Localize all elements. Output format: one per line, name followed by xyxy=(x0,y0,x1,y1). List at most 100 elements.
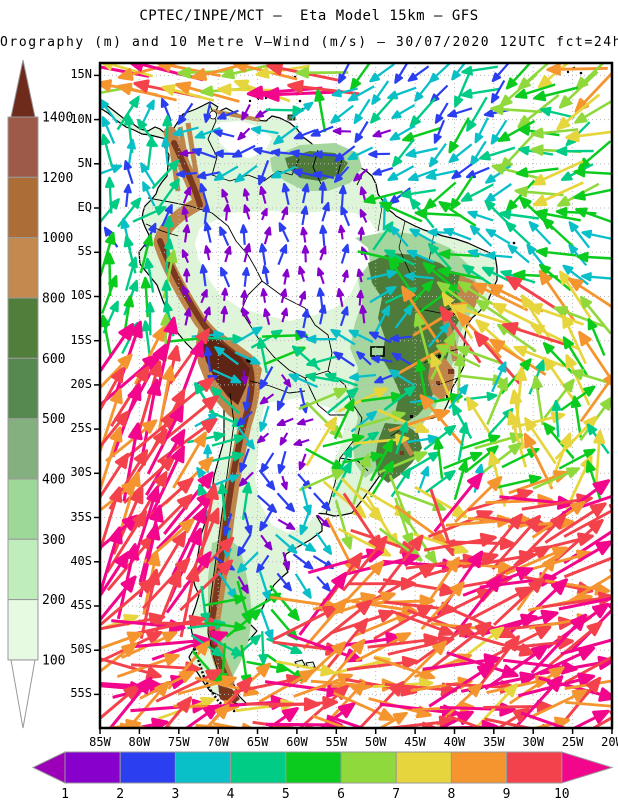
wind-arrow xyxy=(559,270,592,319)
elevation-segment xyxy=(7,599,39,661)
elevation-above-max-arrow xyxy=(10,59,36,118)
wind-arrow xyxy=(326,714,367,728)
wind-arrow xyxy=(389,334,412,343)
wind-arrow xyxy=(485,251,513,260)
wind-arrow xyxy=(211,434,246,447)
wind-arrow xyxy=(199,183,208,205)
wind-arrow xyxy=(111,383,142,458)
wind-arrow xyxy=(262,87,342,102)
wind-arrow xyxy=(565,701,612,713)
wind-arrow xyxy=(542,342,574,374)
wind-arrow xyxy=(394,63,409,84)
wind-arrow xyxy=(384,249,416,266)
wind-arrow xyxy=(570,395,582,438)
wind-arrow xyxy=(453,459,469,500)
wind-arrow xyxy=(237,426,255,450)
wind-arrow xyxy=(438,200,477,227)
wind-arrow xyxy=(141,320,152,357)
wind-arrow xyxy=(312,171,335,180)
wind-arrow xyxy=(100,642,138,674)
wind-arrow xyxy=(332,127,352,135)
wind-arrow xyxy=(263,226,272,245)
wind-arrow xyxy=(232,144,256,158)
lat-label: 40S xyxy=(70,553,92,568)
wind-arrow xyxy=(568,221,591,249)
wind-arrow xyxy=(446,536,516,551)
wind-arrow xyxy=(276,572,292,592)
wind-arrow xyxy=(449,175,474,211)
wind-arrow xyxy=(200,288,208,304)
wind-arrow xyxy=(355,632,412,663)
wind-arrow xyxy=(490,103,543,116)
wind-arrow xyxy=(117,82,177,102)
wind-arrow xyxy=(217,482,228,521)
wind-arrow xyxy=(387,165,415,182)
wind-arrow xyxy=(242,188,250,202)
wind-tick-label: 1 xyxy=(61,787,69,800)
wind-arrow xyxy=(361,391,404,403)
wind-arrow xyxy=(313,492,331,512)
wind-arrow xyxy=(451,163,473,180)
lon-label: 60W xyxy=(286,735,308,749)
wind-arrow xyxy=(368,331,392,344)
wind-arrow xyxy=(314,89,327,133)
wind-arrow xyxy=(223,203,231,221)
wind-arrow xyxy=(236,410,253,427)
wind-arrow xyxy=(236,534,252,557)
wind-arrow xyxy=(405,147,438,158)
wind-arrow xyxy=(300,205,309,226)
wind-arrow xyxy=(305,372,340,383)
wind-arrow xyxy=(544,502,607,544)
wind-arrow xyxy=(196,171,221,180)
wind-arrow xyxy=(514,83,556,99)
wind-arrow xyxy=(280,288,288,304)
wind-arrow xyxy=(406,249,435,264)
wind-arrow xyxy=(293,128,317,140)
wind-arrow xyxy=(389,124,416,141)
wind-arrow xyxy=(331,87,358,98)
wind-arrow xyxy=(281,182,290,206)
wind-arrow xyxy=(581,229,612,240)
wind-arrow xyxy=(157,178,180,210)
wind-arrow xyxy=(407,65,430,82)
wind-arrow xyxy=(263,308,271,325)
wind-arrow xyxy=(543,422,575,460)
wind-arrow xyxy=(350,63,372,91)
wind-arrow xyxy=(551,399,562,438)
wind-arrow xyxy=(372,129,392,138)
wind-arrow xyxy=(258,469,276,491)
wind-arrow xyxy=(434,102,449,124)
wind-arrow xyxy=(298,453,307,471)
wind-arrow xyxy=(258,631,268,665)
wind-arrow xyxy=(277,450,287,474)
wind-arrow xyxy=(277,244,288,266)
wind-arrow xyxy=(515,167,559,178)
wind-arrow xyxy=(220,305,229,323)
wind-arrow xyxy=(123,183,132,208)
wind-arrow xyxy=(414,79,432,102)
wind-arrow xyxy=(279,432,289,446)
wind-arrow xyxy=(423,469,456,495)
wind-arrow xyxy=(473,331,521,385)
wind-arrow xyxy=(243,243,252,263)
wind-arrow xyxy=(261,264,270,285)
wind-arrow xyxy=(419,394,465,447)
wind-arrow xyxy=(282,268,290,285)
wind-arrow xyxy=(151,159,180,190)
wind-arrow xyxy=(535,247,577,258)
wind-arrow xyxy=(378,451,428,474)
wind-arrow xyxy=(298,571,348,636)
wind-arrow xyxy=(491,361,507,393)
wind-arrow xyxy=(369,439,394,482)
wind-arrow xyxy=(454,475,503,524)
wind-arrow xyxy=(448,384,469,410)
wind-vectors-layer xyxy=(100,63,612,728)
lon-label: 50W xyxy=(364,735,387,749)
wind-arrow xyxy=(298,469,346,492)
wind-arrow xyxy=(275,533,298,554)
wind-arrow xyxy=(218,572,238,600)
wind-arrow xyxy=(184,704,220,728)
wind-arrow xyxy=(258,405,270,432)
elevation-segment xyxy=(7,176,39,239)
wind-arrow xyxy=(356,351,372,366)
